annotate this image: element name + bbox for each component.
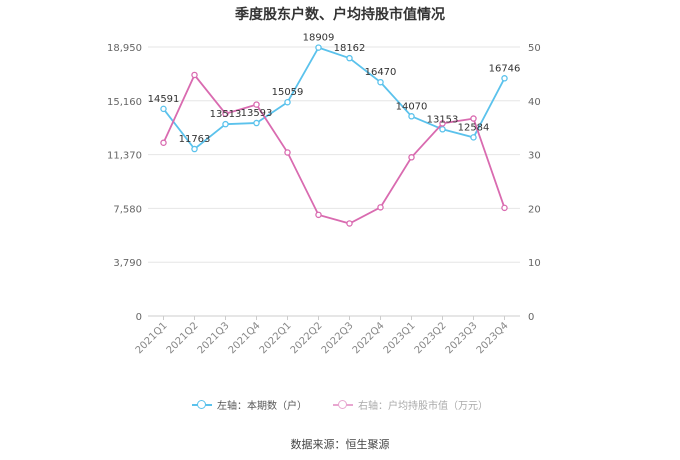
x-tick-label: 2022Q4 [351, 320, 387, 356]
data-point-right [439, 120, 446, 127]
y-right-tick-label: 20 [528, 204, 541, 215]
data-point-left [439, 126, 446, 133]
data-label: 13153 [427, 114, 459, 125]
x-tick-label: 2021Q3 [196, 320, 232, 356]
data-label: 13513 [210, 109, 242, 120]
data-label: 16470 [365, 67, 397, 78]
y-left-tick-label: 18,950 [107, 43, 142, 54]
data-label: 16746 [489, 63, 521, 74]
data-point-right [253, 101, 260, 108]
data-point-right [160, 139, 167, 147]
data-point-right [501, 204, 508, 212]
data-point-right [315, 211, 322, 219]
data-point-left [408, 113, 415, 120]
legend-item-right-series[interactable]: 右轴：户均持股市值（万元） [333, 397, 488, 412]
series-line-right [162, 73, 506, 225]
data-point-left [470, 134, 477, 141]
y-right-tick-label: 0 [528, 312, 534, 323]
data-point-left [315, 44, 322, 51]
data-point-left [501, 75, 508, 82]
source-note: 数据来源：恒生聚源 [290, 438, 390, 451]
data-point-left [284, 98, 291, 106]
data-point-left [160, 105, 167, 113]
y-left-tick-label: 7,580 [113, 204, 142, 215]
legend-label-right-series: 右轴：户均持股市值（万元） [358, 401, 488, 412]
y-left-tick-label: 15,160 [107, 97, 142, 108]
x-tick-label: 2021Q2 [165, 320, 201, 356]
data-label: 14591 [148, 94, 180, 105]
data-label: 18162 [334, 43, 366, 54]
data-point-right [346, 220, 353, 227]
data-point-right [222, 110, 229, 117]
y-left-tick-label: 3,790 [113, 258, 142, 269]
series-line-left [162, 46, 506, 151]
legend: 左轴：本期数（户） 右轴：户均持股市值（万元） [0, 397, 680, 412]
data-label: 12584 [458, 122, 490, 133]
legend-item-left-series[interactable]: 左轴：本期数（户） [192, 397, 307, 412]
data-label: 13593 [241, 108, 273, 119]
data-label: 18909 [303, 33, 335, 44]
x-tick-label: 2022Q1 [258, 320, 294, 356]
data-point-right [284, 149, 291, 156]
x-tick-label: 2022Q3 [320, 320, 356, 356]
x-tick-label: 2023Q1 [382, 320, 418, 356]
chart-title: 季度股东户数、户均持股市值情况 [235, 7, 445, 23]
y-left-tick-label: 0 [136, 312, 142, 323]
data-point-left [377, 78, 384, 86]
data-point-right [408, 154, 415, 161]
y-right-tick-label: 40 [528, 97, 541, 108]
x-tick-label: 2023Q4 [475, 320, 511, 356]
data-label: 15059 [272, 87, 304, 98]
legend-label-left-series: 左轴：本期数（户） [217, 401, 307, 412]
data-point-right [191, 71, 198, 79]
y-left-tick-label: 11,370 [107, 151, 142, 162]
y-right-tick-label: 50 [528, 43, 541, 54]
x-tick-label: 2021Q1 [134, 320, 170, 356]
y-right-tick-label: 30 [528, 151, 541, 162]
data-point-right [470, 115, 477, 122]
data-point-right [377, 204, 384, 211]
data-point-left [222, 120, 229, 128]
legend-swatch-right-icon [333, 399, 353, 410]
y-right-tick-label: 10 [528, 258, 541, 269]
x-tick-label: 2022Q2 [289, 320, 325, 356]
data-point-left [191, 145, 198, 153]
data-label: 11763 [179, 134, 211, 145]
data-point-left [346, 54, 353, 62]
data-label: 14070 [396, 101, 428, 112]
x-tick-label: 2021Q4 [227, 320, 263, 356]
x-tick-label: 2023Q2 [413, 320, 449, 356]
legend-swatch-left-icon [192, 399, 212, 410]
x-tick-label: 2023Q3 [444, 320, 480, 356]
data-point-left [253, 119, 260, 127]
